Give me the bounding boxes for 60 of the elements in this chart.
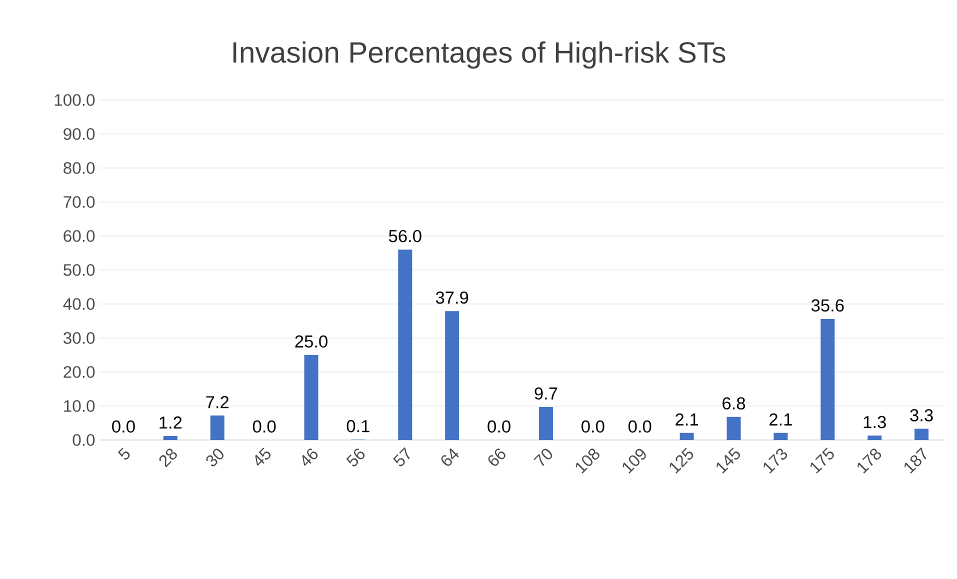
data-label: 0.0 (628, 420, 652, 433)
data-label: 0.1 (346, 420, 370, 432)
bar (210, 416, 224, 440)
chart-title: Invasion Percentages of High-risk STs (233, 41, 726, 69)
bar (726, 416, 741, 440)
x-tick-label: 28 (159, 448, 177, 468)
x-tick-label: 173 (764, 448, 788, 474)
x-tick-label: 30 (206, 448, 224, 466)
data-label: 3.3 (910, 409, 933, 422)
y-tick-label: 70.0 (64, 196, 95, 208)
x-tick-label: 125 (670, 448, 694, 474)
y-tick-label: 0.0 (72, 434, 95, 446)
x-tick-label: 66 (488, 448, 506, 466)
bar (163, 436, 178, 440)
y-tick-label: 50.0 (64, 264, 95, 276)
bar (538, 407, 553, 440)
x-tick-label: 178 (857, 448, 882, 474)
data-label: 1.3 (864, 416, 886, 428)
y-tick-label: 90.0 (64, 128, 95, 140)
data-label: 37.9 (436, 291, 468, 304)
bar (774, 432, 788, 440)
x-tick-label: 5 (118, 448, 130, 460)
bar (398, 250, 412, 440)
x-tick-label: 175 (810, 448, 834, 474)
data-label: 35.6 (811, 299, 844, 312)
data-label: 0.0 (252, 420, 276, 433)
bar (914, 428, 929, 440)
y-tick-label: 20.0 (64, 366, 95, 378)
x-tick-label: 70 (534, 448, 552, 466)
data-label: 2.1 (676, 413, 698, 426)
bar (868, 436, 882, 440)
y-tick-label: 100.0 (54, 94, 95, 106)
x-tick-label: 46 (302, 448, 318, 466)
data-label: 2.1 (770, 413, 792, 426)
x-tick-label: 64 (441, 448, 459, 466)
data-label: 25.0 (295, 335, 328, 348)
data-label: 0.0 (582, 420, 604, 433)
data-label: 0.0 (112, 420, 135, 433)
bar (304, 354, 318, 440)
y-tick-label: 30.0 (63, 332, 95, 344)
data-label: 1.2 (160, 416, 182, 429)
bar (445, 311, 460, 440)
data-label: 6.8 (722, 397, 746, 410)
data-label: 56.0 (388, 230, 422, 242)
data-label: 9.7 (534, 387, 558, 400)
x-tick-label: 145 (716, 448, 740, 474)
bar (820, 318, 835, 440)
x-tick-label: 57 (393, 447, 410, 466)
x-tick-label: 187 (904, 447, 926, 474)
data-label: 0.0 (488, 420, 510, 433)
x-tick-label: 109 (622, 448, 646, 474)
y-tick-label: 80.0 (64, 162, 95, 174)
y-tick-label: 40.0 (63, 298, 95, 310)
x-tick-label: 108 (576, 448, 600, 474)
x-tick-label: 56 (346, 448, 365, 466)
y-tick-label: 60.0 (64, 230, 95, 242)
x-tick-label: 45 (255, 448, 271, 466)
data-label: 7.2 (206, 396, 229, 408)
bar (680, 432, 694, 440)
y-tick-label: 10.0 (64, 400, 95, 412)
